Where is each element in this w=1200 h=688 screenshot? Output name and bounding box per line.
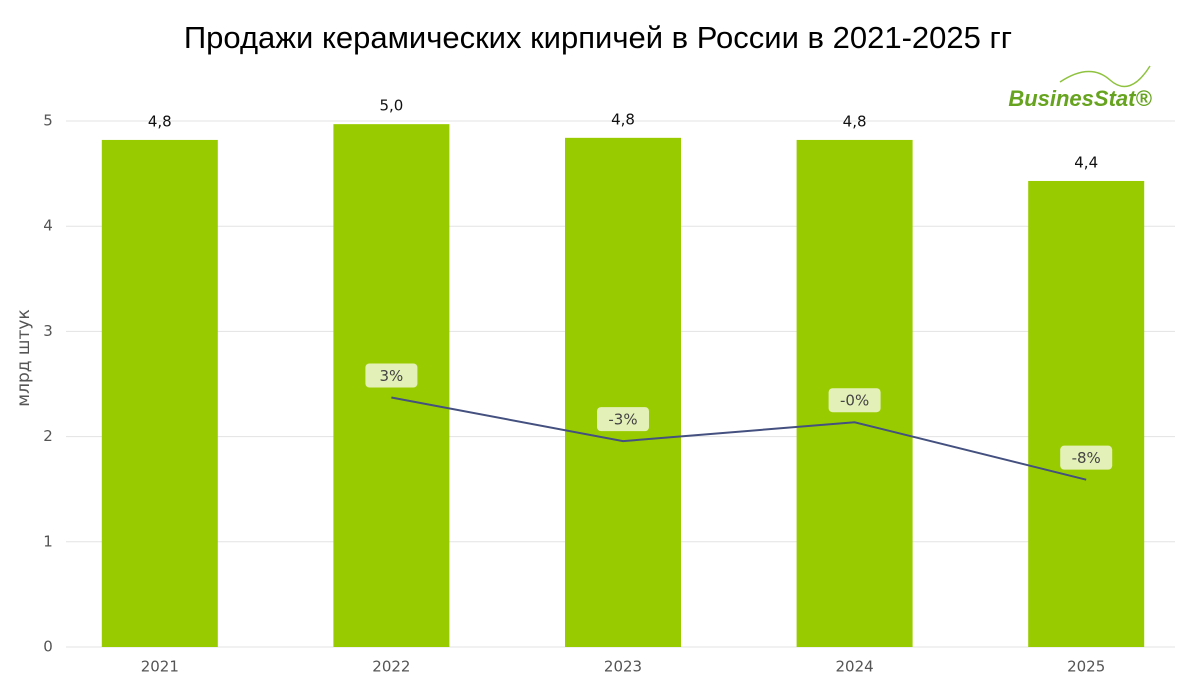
y-axis-label: млрд штук xyxy=(14,309,34,406)
x-tick-label: 2024 xyxy=(836,658,874,676)
growth-line xyxy=(391,396,1087,481)
growth-label: -0% xyxy=(840,392,869,410)
growth-label: 3% xyxy=(380,367,404,385)
y-tick-label: 3 xyxy=(43,322,53,340)
growth-label: -3% xyxy=(608,411,637,429)
x-tick-label: 2021 xyxy=(141,658,179,676)
growth-label: -8% xyxy=(1072,449,1101,467)
bar xyxy=(565,137,681,647)
growth-label-box xyxy=(1060,445,1113,470)
bar xyxy=(1028,180,1145,648)
growth-label-box xyxy=(828,388,881,413)
y-tick-label: 1 xyxy=(43,532,53,550)
x-tick-label: 2025 xyxy=(1067,658,1105,676)
logo-swoosh xyxy=(1059,65,1151,88)
data-label: 4,8 xyxy=(611,110,635,128)
y-tick-label: 0 xyxy=(43,638,53,656)
growth-label-box xyxy=(365,363,418,388)
y-tick-label: 5 xyxy=(43,112,53,130)
bar xyxy=(101,139,218,647)
data-label: 4,8 xyxy=(148,112,172,130)
growth-label-box xyxy=(597,407,649,432)
data-label: 5,0 xyxy=(379,97,403,115)
x-tick-label: 2022 xyxy=(372,658,410,676)
logo: BusinesStat® xyxy=(1008,86,1152,111)
data-label: 4,8 xyxy=(843,112,867,130)
x-tick-label: 2023 xyxy=(604,658,642,676)
y-tick-label: 4 xyxy=(43,217,53,235)
data-label: 4,4 xyxy=(1074,153,1098,171)
chart-title: Продажи керамических кирпичей в России в… xyxy=(184,20,1012,55)
y-tick-label: 2 xyxy=(43,427,53,445)
